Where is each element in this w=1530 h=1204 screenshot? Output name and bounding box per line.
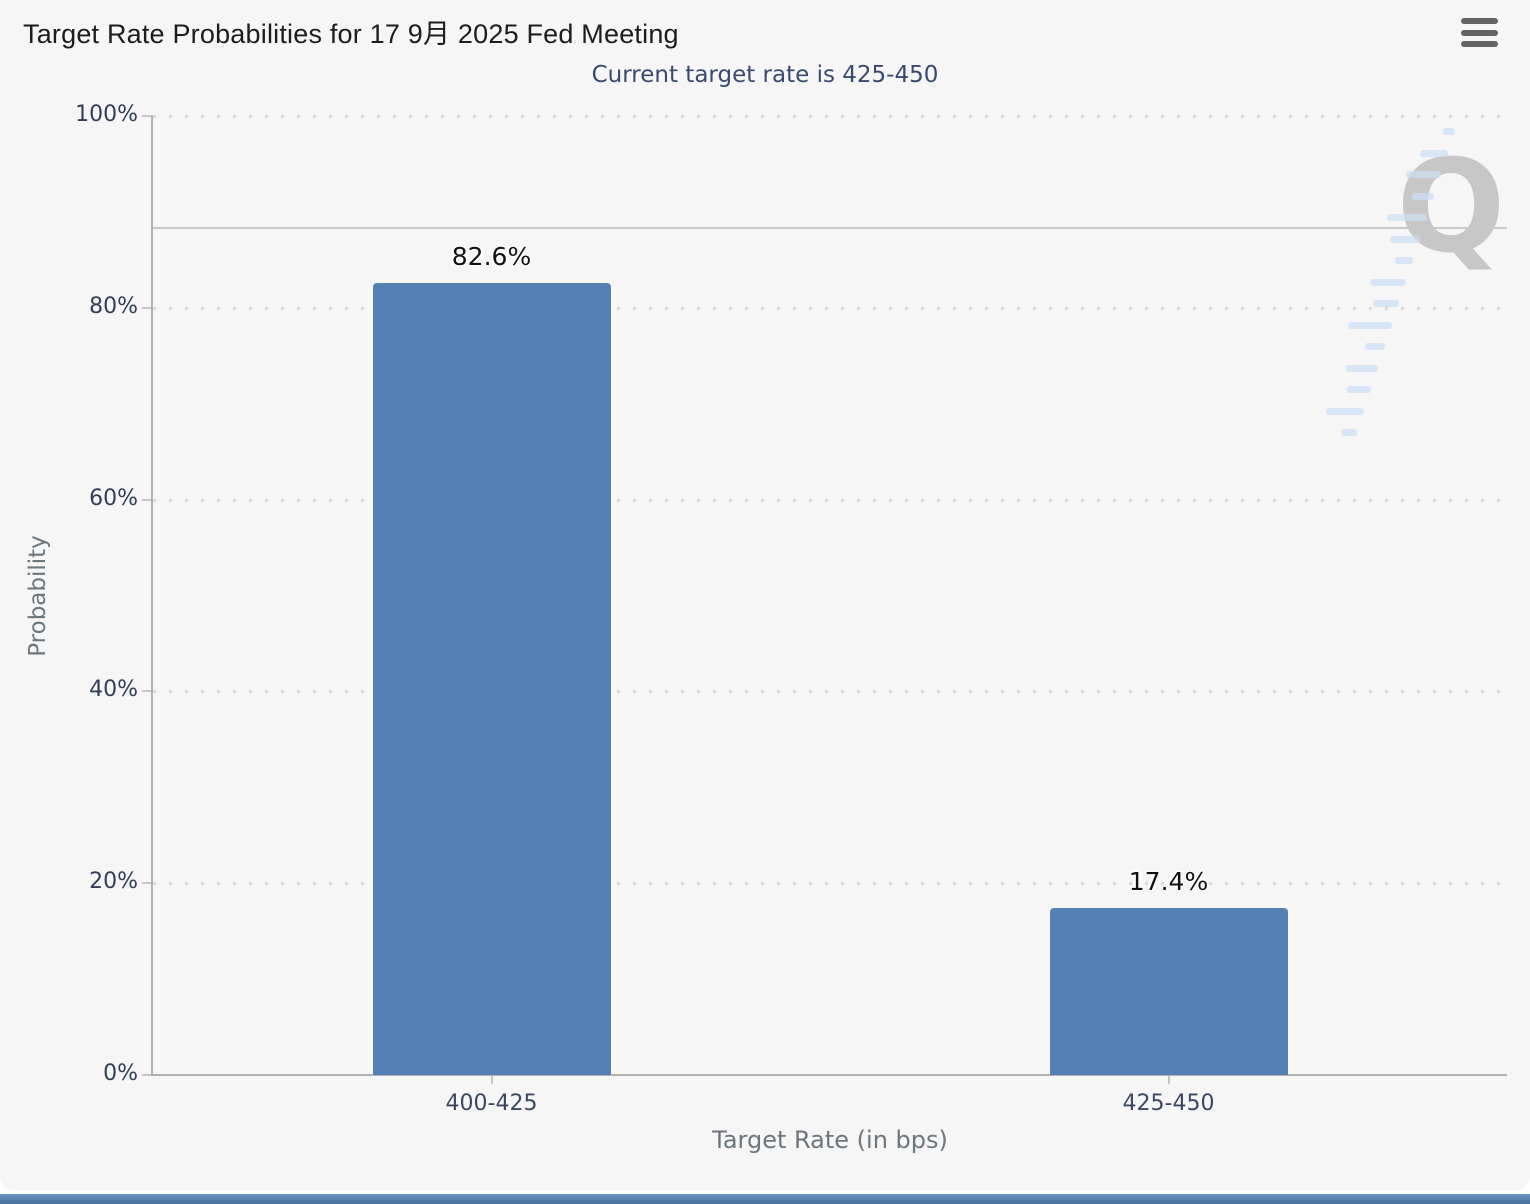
watermark-dash-icon [1347,386,1371,393]
hamburger-bar [1461,41,1498,47]
hamburger-bar [1461,18,1498,24]
probability-bar[interactable] [1049,908,1288,1075]
x-axis-line [151,1074,1507,1076]
y-axis-title: Probability [25,535,51,657]
x-tick-mark [490,1075,493,1084]
y-tick-label: 100% [75,102,138,127]
watermark-dash-icon [1348,321,1392,329]
x-category-label: 400-425 [445,1091,538,1116]
y-gridline [153,306,1507,310]
probability-bar[interactable] [372,282,611,1075]
y-tick-mark [142,306,153,309]
bar-value-label: 17.4% [1128,867,1209,897]
x-tick-mark [1167,1075,1170,1084]
bottom-strip [0,1194,1530,1204]
watermark-dash-icon [1387,214,1427,221]
x-axis-title: Target Rate (in bps) [712,1126,948,1154]
y-tick-label: 20% [89,869,138,895]
y-tick-mark [142,690,153,693]
y-gridline [153,115,1507,118]
watermark-dash-icon [1395,257,1413,264]
y-tick-label: 60% [89,485,138,511]
watermark-dash-icon [1346,364,1378,372]
y-gridline [153,690,1507,694]
y-axis-line [151,116,153,1075]
watermark-dash-icon [1420,149,1448,157]
y-gridline [153,882,1507,886]
y-tick-label: 80% [89,293,138,319]
x-category-label: 425-450 [1122,1091,1215,1116]
watermark-dash-icon [1370,278,1406,286]
watermark-dash-icon [1406,171,1441,178]
y-tick-mark [142,498,153,501]
y-tick-mark [142,115,153,117]
watermark-dash-icon [1390,235,1420,243]
watermark-dash-icon [1443,128,1455,135]
watermark-dash-icon [1326,407,1364,415]
chart-title: Target Rate Probabilities for 17 9月 2025… [23,19,679,49]
chart-subtitle: Current target rate is 425-450 [591,62,939,88]
watermark-dash-icon [1341,429,1357,436]
bar-value-label: 82.6% [451,241,532,271]
watermark-dash-icon [1365,343,1385,350]
watermark-dash-icon [1373,300,1399,307]
y-tick-label: 0% [103,1061,138,1086]
reference-line [153,227,1507,230]
watermark-dash-icon [1412,192,1434,200]
chart-context-menu-icon[interactable] [1461,18,1498,47]
y-tick-mark [142,882,153,885]
hamburger-bar [1461,29,1498,36]
y-tick-mark [142,1074,153,1076]
y-tick-label: 40% [89,677,138,703]
y-gridline [153,498,1507,502]
quikstrike-watermark-icon: Q [1396,133,1506,282]
